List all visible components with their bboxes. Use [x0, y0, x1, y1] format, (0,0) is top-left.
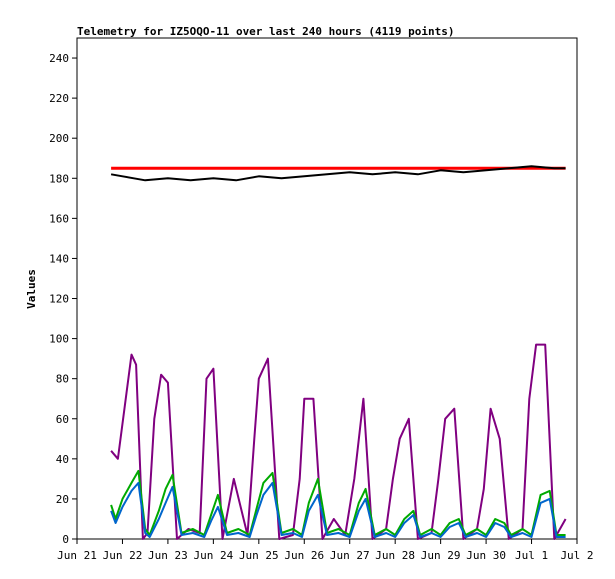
plot-area	[76, 37, 578, 540]
x-tick-label: Jun 24	[193, 549, 233, 562]
y-tick-label: 0	[62, 533, 69, 546]
y-tick-label: 200	[49, 132, 69, 145]
y-tick-label: 160	[49, 212, 69, 225]
x-tick-label: Jun 30	[466, 549, 506, 562]
y-axis-label: Values	[25, 269, 38, 309]
y-axis: 0 20 40 60 80 100 120 140 160 180 200 220 240	[49, 52, 77, 546]
x-axis: Jun 21 Jun 22 Jun 23 Jun 24 Jun 25 Jun 26 Jun …	[57, 539, 594, 562]
y-tick-label: 140	[49, 252, 69, 265]
x-tick-label: Jun 23	[148, 549, 188, 562]
series-layer	[110, 165, 567, 540]
x-tick-label: Jun 21	[57, 549, 97, 562]
x-tick-label: Jun 22	[103, 549, 143, 562]
x-tick-label: Jun 26	[284, 549, 324, 562]
x-tick-label: Jul 2	[560, 549, 593, 562]
x-tick-label: Jun 29	[421, 549, 461, 562]
series-line-1	[110, 165, 566, 182]
x-tick-label: Jun 28	[375, 549, 415, 562]
series-line-2	[110, 343, 567, 540]
y-tick-label: 80	[56, 373, 69, 386]
x-tick-label: Jun 25	[239, 549, 279, 562]
y-tick-label: 220	[49, 92, 69, 105]
chart-title: Telemetry for IZ5OQO-11 over last 240 ho…	[77, 25, 455, 38]
x-tick-label: Jun 27	[330, 549, 370, 562]
y-tick-label: 100	[49, 333, 69, 346]
x-tick-label: Jul 1	[515, 549, 548, 562]
series-line-4	[110, 481, 566, 538]
y-tick-label: 240	[49, 52, 69, 65]
y-tick-label: 40	[56, 453, 69, 466]
y-tick-label: 120	[49, 293, 69, 306]
y-tick-label: 60	[56, 413, 69, 426]
y-tick-label: 180	[49, 172, 69, 185]
y-tick-label: 20	[56, 493, 69, 506]
